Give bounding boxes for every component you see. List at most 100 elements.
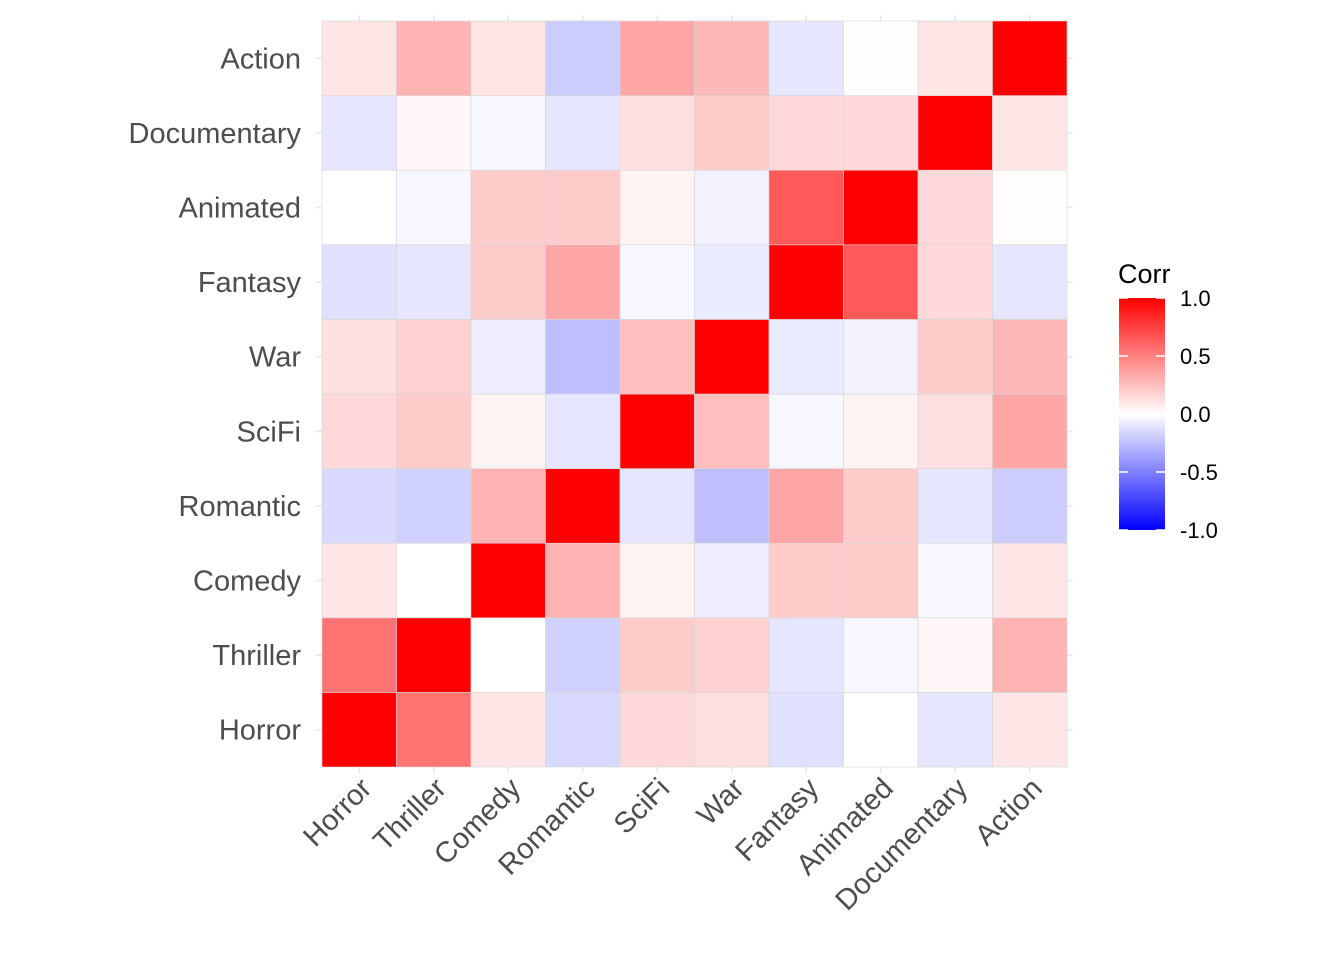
heatmap-cell [992,244,1068,320]
y-tick-label: Comedy [193,566,301,598]
x-tick-label: Horror [297,772,378,853]
heatmap-cell [321,692,397,768]
heatmap-cell [917,393,993,469]
y-tick-label: Romantic [179,491,302,523]
heatmap-cell [470,542,546,619]
heatmap-cell [694,169,770,246]
heatmap-cell [619,468,695,544]
legend-label: -1.0 [1180,518,1218,543]
heatmap-cell [992,20,1068,96]
heatmap-cell [619,20,695,96]
heatmap-cell [992,692,1068,768]
x-tick-label: War [691,772,751,832]
heatmap-cell [694,542,770,619]
heatmap-cell [768,169,844,246]
heatmap-cell [917,319,993,395]
heatmap-cell [470,20,546,96]
heatmap-cell [396,169,472,246]
heatmap-cell [992,95,1068,171]
heatmap-cell [470,393,546,469]
heatmap-cell [470,319,546,395]
heatmap-cell [470,244,546,320]
heatmap-cell [843,20,919,96]
legend: Corr 1.0 0.5 0.0 -0.5 -1.0 [1118,259,1218,543]
y-tick-label: Documentary [129,118,302,150]
heatmap-cell [694,617,770,693]
heatmap-cell [321,542,397,619]
heatmap-cell [619,319,695,395]
heatmap-cell [917,169,993,246]
heatmap-cell [545,692,621,768]
heatmap-cell [694,393,770,469]
heatmap-cell [545,393,621,469]
heatmap-cell [470,95,546,171]
y-tick-label: Horror [219,715,302,747]
x-tick-label: Documentary [830,772,975,917]
legend-title: Corr [1118,259,1171,289]
heatmap-cell [843,319,919,395]
heatmap-cell [470,692,546,768]
x-tick-label: SciFi [608,772,676,840]
heatmap-cell [321,319,397,395]
heatmap-cell [321,393,397,469]
heatmap-cell [768,542,844,619]
heatmap-cell [992,319,1068,395]
heatmap-cell [321,169,397,246]
heatmap-cell [619,542,695,619]
heatmap-cell [396,692,472,768]
heatmap-cell [917,468,993,544]
heatmap-cell [545,617,621,693]
heatmap-cell [545,468,621,544]
heatmap-cell [843,617,919,693]
heatmap-cell [470,169,546,246]
heatmap-cell [694,468,770,544]
y-axis-tick-labels: Horror Thriller Comedy Romantic SciFi War Fant… [129,43,302,746]
heatmap-cell [545,244,621,320]
heatmap-cell [768,319,844,395]
heatmap-cell [619,617,695,693]
heatmap-cell [694,20,770,96]
heatmap-cell [843,169,919,246]
heatmap-cell [768,692,844,768]
y-tick-label: Fantasy [198,267,302,299]
heatmap-cell [545,319,621,395]
legend-ticks: 1.0 0.5 0.0 -0.5 -1.0 [1119,286,1218,543]
heatmap-cell [470,617,546,693]
heatmap-cell [768,20,844,96]
heatmap-cell [917,617,993,693]
heatmap-cell [843,244,919,320]
heatmap-cell [843,95,919,171]
heatmap-cell [694,244,770,320]
heatmap-cell [768,468,844,544]
heatmap-cell [768,617,844,693]
heatmap-cell [843,393,919,469]
heatmap-cell [396,95,472,171]
heatmap-cell [768,393,844,469]
y-tick-label: War [249,342,301,374]
heatmap-cell [545,20,621,96]
heatmap-cell [396,393,472,469]
heatmap-cell [917,95,993,171]
heatmap-cell [321,20,397,96]
heatmap-cell [843,468,919,544]
heatmap-cell [396,244,472,320]
heatmap-cell [768,95,844,171]
y-tick-label: Action [220,43,301,75]
legend-label: 0.5 [1180,344,1211,369]
y-tick-label: Animated [178,193,301,225]
heatmap-cell [321,468,397,544]
legend-label: -0.5 [1180,460,1218,485]
heatmap-cell [470,468,546,544]
heatmap-cell [321,244,397,320]
heatmap-cell [619,169,695,246]
heatmap-cell [396,20,472,96]
heatmap-cell [619,692,695,768]
heatmap-cell [917,20,993,96]
heatmap-cell [694,692,770,768]
heatmap-cell [619,393,695,469]
heatmap-cell [619,244,695,320]
heatmap-cell [992,617,1068,693]
heatmap-cell [992,393,1068,469]
heatmap-cell [396,542,472,619]
